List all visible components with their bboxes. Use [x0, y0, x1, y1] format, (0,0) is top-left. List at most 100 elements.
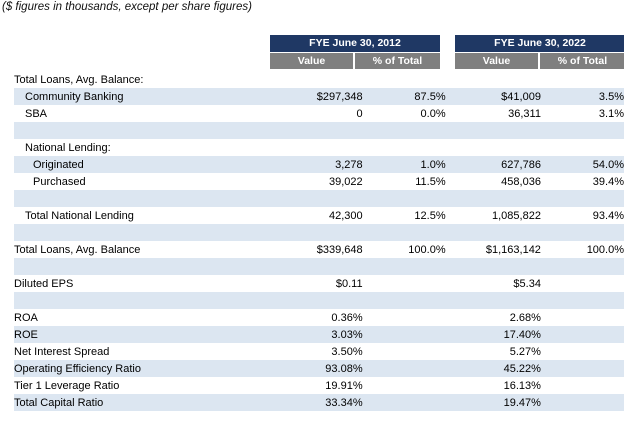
row-label: Originated — [14, 156, 282, 173]
table-row: Total Capital Ratio 33.34% 19.47% — [14, 394, 624, 411]
value-2022: 5.27% — [509, 345, 541, 358]
pct-2022 — [540, 292, 624, 309]
value-2022 — [459, 224, 541, 241]
value-2022: $1,163,142 — [485, 243, 541, 256]
pct-header-2022: % of Total — [540, 53, 624, 69]
period-header-2012: FYE June 30, 2012 — [270, 35, 440, 52]
row-label: Community Banking — [14, 88, 282, 105]
row-label: Net Interest Spread — [14, 345, 110, 358]
pct-2022: 3.1% — [598, 107, 624, 120]
pct-2022 — [541, 139, 624, 156]
pct-2022 — [541, 377, 624, 394]
table-row — [14, 122, 624, 139]
value-2012: 19.91% — [325, 379, 363, 392]
row-label: National Lending: — [25, 141, 111, 154]
value-2022: $41,009 — [459, 88, 541, 105]
table-row: Community Banking $297,348 87.5% $41,009… — [14, 88, 624, 105]
row-label — [14, 292, 282, 309]
value-2022: 2.68% — [509, 311, 541, 324]
pct-2012: 12.5% — [414, 209, 446, 222]
table-row: Total Loans, Avg. Balance $339,648 100.0… — [14, 241, 624, 258]
value-header-2022: Value — [455, 53, 538, 69]
value-2012: 3.50% — [331, 345, 363, 358]
pct-2012 — [362, 326, 446, 343]
table-row — [14, 224, 624, 241]
period-header-2022: FYE June 30, 2022 — [455, 35, 624, 52]
pct-2022: 39.4% — [592, 175, 624, 188]
pct-2012 — [362, 360, 446, 377]
row-label — [14, 258, 282, 275]
value-2022 — [459, 258, 541, 275]
pct-2012 — [363, 343, 446, 360]
value-2012 — [281, 258, 363, 275]
pct-2022: 54.0% — [540, 156, 624, 173]
value-2022 — [460, 71, 541, 88]
row-label: ROA — [14, 311, 38, 324]
value-2022: 36,311 — [508, 107, 541, 120]
pct-2022 — [540, 190, 624, 207]
value-2012: $0.11 — [335, 277, 363, 290]
table-row: ROE 3.03% 17.40% — [14, 326, 624, 343]
pct-2012 — [363, 275, 446, 292]
pct-2022 — [540, 224, 624, 241]
row-label — [14, 224, 282, 241]
pct-2022 — [540, 394, 624, 411]
table-row — [14, 258, 624, 275]
value-2022: 17.40% — [459, 326, 541, 343]
value-2012 — [281, 224, 363, 241]
row-label: Total Loans, Avg. Balance — [14, 243, 141, 256]
pct-2022 — [540, 258, 624, 275]
pct-2012 — [362, 224, 446, 241]
pct-2022 — [540, 122, 624, 139]
table-row — [14, 190, 624, 207]
table-row: Purchased 39,022 11.5% 458,036 39.4% — [14, 173, 624, 190]
units-note: ($ figures in thousands, except per shar… — [2, 1, 252, 13]
value-2012 — [281, 292, 363, 309]
table-row: Originated 3,278 1.0% 627,786 54.0% — [14, 156, 624, 173]
pct-2012 — [363, 377, 446, 394]
row-label — [14, 122, 282, 139]
value-2022 — [459, 122, 541, 139]
table-row: SBA 0 0.0% 36,311 3.1% — [14, 105, 624, 122]
value-2022 — [460, 139, 541, 156]
pct-2022 — [541, 275, 624, 292]
value-2022: 458,036 — [501, 175, 541, 188]
row-label — [14, 190, 282, 207]
pct-2022: 100.0% — [586, 243, 624, 256]
row-label: Total Loans, Avg. Balance: — [14, 73, 144, 86]
value-2022: $5.34 — [513, 277, 541, 290]
pct-header-2012: % of Total — [355, 53, 440, 69]
value-2012 — [281, 190, 363, 207]
pct-2012: 87.5% — [362, 88, 446, 105]
table-row: National Lending: — [14, 139, 624, 156]
pct-2012 — [362, 292, 446, 309]
value-2022: 627,786 — [459, 156, 541, 173]
row-label: Operating Efficiency Ratio — [14, 360, 282, 377]
value-2022 — [459, 292, 541, 309]
row-label: ROE — [14, 326, 282, 343]
value-2012: 93.08% — [281, 360, 363, 377]
value-2012: $297,348 — [281, 88, 363, 105]
pct-2022 — [541, 343, 624, 360]
value-2022: 19.47% — [459, 394, 541, 411]
table-row — [14, 292, 624, 309]
pct-2012 — [362, 190, 446, 207]
pct-2022 — [541, 309, 624, 326]
pct-2012 — [363, 139, 446, 156]
value-2022: 16.13% — [503, 379, 541, 392]
table-row: ROA 0.36% 2.68% — [14, 309, 624, 326]
row-label: Tier 1 Leverage Ratio — [14, 379, 120, 392]
pct-2012: 0.0% — [420, 107, 446, 120]
value-2012: 0.36% — [331, 311, 363, 324]
pct-2012: 11.5% — [415, 175, 446, 188]
table-row: Tier 1 Leverage Ratio 19.91% 16.13% — [14, 377, 624, 394]
value-2012: 42,300 — [328, 209, 363, 222]
value-2012 — [281, 122, 363, 139]
value-2012: $339,648 — [316, 243, 363, 256]
pct-2012 — [362, 122, 446, 139]
table-row: Total Loans, Avg. Balance: — [14, 71, 624, 88]
value-2012: 39,022 — [328, 175, 363, 188]
table-row: Net Interest Spread 3.50% 5.27% — [14, 343, 624, 360]
pct-2022 — [540, 326, 624, 343]
pct-2012 — [362, 258, 446, 275]
